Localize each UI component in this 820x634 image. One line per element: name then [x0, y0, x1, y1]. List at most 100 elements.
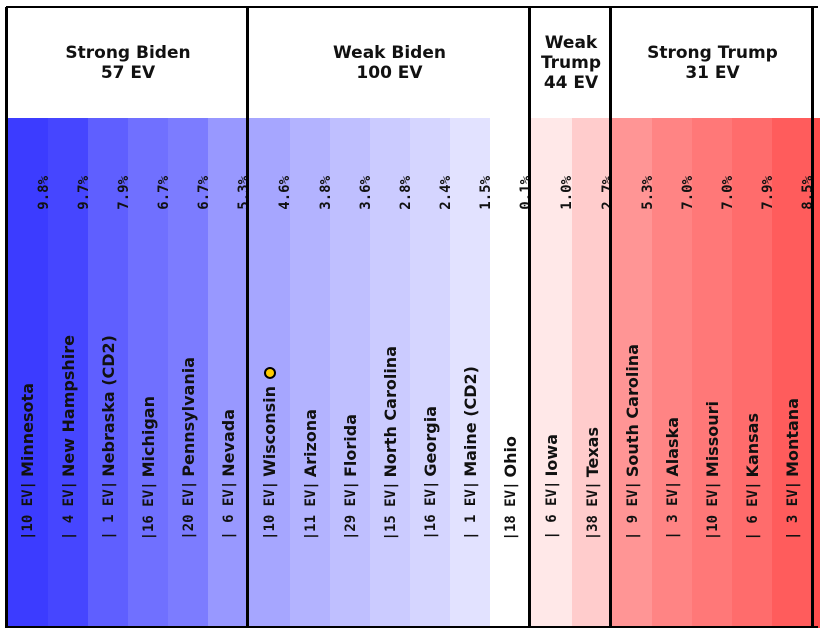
state-name: Texas [582, 426, 602, 477]
group-headers: Strong Biden 57 EV Weak Biden 100 EV Weak Tr… [0, 7, 820, 118]
state-name: Georgia [420, 406, 440, 477]
top-border [6, 6, 818, 8]
state-label: | 1 EV| Nebraska (CD2) [99, 335, 118, 540]
state-label-wrap: | 6 EV| Iowa [530, 293, 572, 540]
state-column: 2.8% |15 EV| North Carolina [370, 118, 414, 628]
state-label-wrap: | 6 EV| Kansas [732, 293, 772, 540]
state-name: Missouri [702, 400, 722, 477]
group-ev-total: 44 EV [543, 72, 599, 93]
state-ev: |18 EV| [502, 480, 519, 540]
state-name: South Carolina [622, 343, 642, 477]
state-name: Alaska [662, 417, 682, 477]
state-name: Michigan [138, 395, 158, 477]
state-label: |16 EV| Georgia [421, 406, 440, 540]
state-column: 8.5% | 3 EV| Montana [772, 118, 816, 628]
state-label: |16 EV| Michigan [139, 396, 158, 540]
state-ev: |38 EV| [584, 480, 601, 540]
group-divider [811, 7, 814, 628]
state-label-wrap: | 3 EV| Alaska [652, 293, 692, 540]
state-name: Kansas [742, 412, 762, 477]
state-ev: |11 EV| [302, 480, 319, 540]
state-label: |29 EV| Florida [341, 414, 360, 540]
state-label-wrap: |20 EV| Pennsylvania [168, 293, 208, 540]
state-name: Wisconsin [259, 386, 279, 477]
state-column: 9.7% | 4 EV| New Hampshire [48, 118, 92, 628]
group-ev-total: 100 EV [356, 62, 423, 83]
state-column: 3.6% |29 EV| Florida [330, 118, 374, 628]
group-title: Strong Biden [65, 42, 191, 63]
bottom-border [6, 626, 818, 628]
state-label-wrap: |15 EV| North Carolina [370, 293, 410, 540]
group-header: Strong Trump 31 EV [613, 7, 812, 118]
group-divider [609, 7, 612, 628]
state-ev: |20 EV| [180, 480, 197, 540]
state-column: 9.8% |10 EV| Minnesota [7, 118, 52, 628]
state-label: |18 EV| Ohio [501, 436, 520, 540]
state-label-wrap: |18 EV| Ohio [490, 293, 530, 540]
group-title: Weak Biden [333, 42, 446, 63]
state-name: Florida [340, 413, 360, 477]
state-label: |38 EV| Texas [583, 427, 602, 540]
group-ev-total: 57 EV [100, 62, 156, 83]
state-ev: | 4 EV| [60, 480, 77, 540]
group-title: Weak Trump [540, 32, 602, 73]
state-label-wrap: |10 EV| Missouri [692, 293, 732, 540]
state-label-wrap: | 1 EV| Maine (CD2) [450, 293, 490, 540]
state-column: 3.8% |11 EV| Arizona [290, 118, 334, 628]
state-column: 2.4% |16 EV| Georgia [410, 118, 454, 628]
state-label: | 4 EV| New Hampshire [59, 335, 78, 540]
state-ev: |15 EV| [382, 480, 399, 540]
state-name: Montana [782, 398, 802, 477]
state-ev: | 9 EV| [624, 480, 641, 540]
state-ev: | 6 EV| [543, 480, 560, 540]
state-label: | 6 EV| Nevada [219, 409, 238, 540]
state-label-wrap: |29 EV| Florida [330, 293, 370, 540]
state-name: North Carolina [380, 345, 400, 477]
state-ev: |10 EV| [704, 480, 721, 540]
state-label-wrap: | 4 EV| New Hampshire [48, 293, 88, 540]
state-label-wrap: |16 EV| Michigan [128, 293, 168, 540]
state-label-wrap: | 6 EV| Nevada [208, 293, 248, 540]
state-ev: |29 EV| [342, 480, 359, 540]
state-column: 6.7% |16 EV| Michigan [128, 118, 172, 628]
state-name: Arizona [300, 408, 320, 477]
state-label: | 6 EV| Kansas [743, 413, 762, 540]
state-column: 7.9% | 1 EV| Nebraska (CD2) [88, 118, 132, 628]
state-name: Minnesota [18, 382, 37, 477]
state-column: 1.0% | 6 EV| Iowa [530, 118, 575, 628]
state-column: 7.0% |10 EV| Missouri [692, 118, 736, 628]
state-label-wrap: |16 EV| Georgia [410, 293, 450, 540]
group-title: Strong Trump [647, 42, 778, 63]
state-column: 5.3% | 9 EV| South Carolina [612, 118, 656, 628]
state-name: Nevada [218, 409, 238, 477]
state-ev: |16 EV| [140, 480, 157, 540]
state-ev: | 3 EV| [664, 480, 681, 540]
trailing-fill [812, 118, 820, 628]
state-ev: | 3 EV| [784, 480, 801, 540]
state-column: 1.5% | 1 EV| Maine (CD2) [450, 118, 494, 628]
group-header: Weak Trump 44 EV [532, 7, 610, 118]
state-ev: | 6 EV| [220, 480, 237, 540]
state-name: Iowa [541, 434, 561, 477]
state-label-wrap: |11 EV| Arizona [290, 293, 330, 540]
state-label-wrap: | 3 EV| Montana [772, 293, 812, 540]
state-label: |15 EV| North Carolina [381, 346, 400, 540]
state-column: 7.9% | 6 EV| Kansas [732, 118, 776, 628]
state-label-wrap: | 1 EV| Nebraska (CD2) [88, 293, 128, 540]
state-label-wrap: |10 EV| Minnesota [7, 293, 48, 540]
state-column: 0.1% |18 EV| Ohio [490, 118, 534, 628]
state-ev: |16 EV| [422, 480, 439, 540]
state-ev: | 1 EV| [100, 480, 117, 540]
state-ev: |10 EV| [20, 480, 36, 540]
state-label: | 1 EV| Maine (CD2) [461, 366, 480, 540]
group-header: Strong Biden 57 EV [9, 7, 247, 118]
group-ev-total: 31 EV [685, 62, 740, 83]
state-ev: | 6 EV| [744, 480, 761, 540]
state-column: 5.3% | 6 EV| Nevada [208, 118, 252, 628]
state-name: New Hampshire [58, 334, 78, 477]
state-column: 7.0% | 3 EV| Alaska [652, 118, 696, 628]
state-label-wrap: |38 EV| Texas [572, 293, 612, 540]
state-label: |11 EV| Arizona [301, 409, 320, 540]
state-label: | 3 EV| Montana [783, 398, 802, 540]
